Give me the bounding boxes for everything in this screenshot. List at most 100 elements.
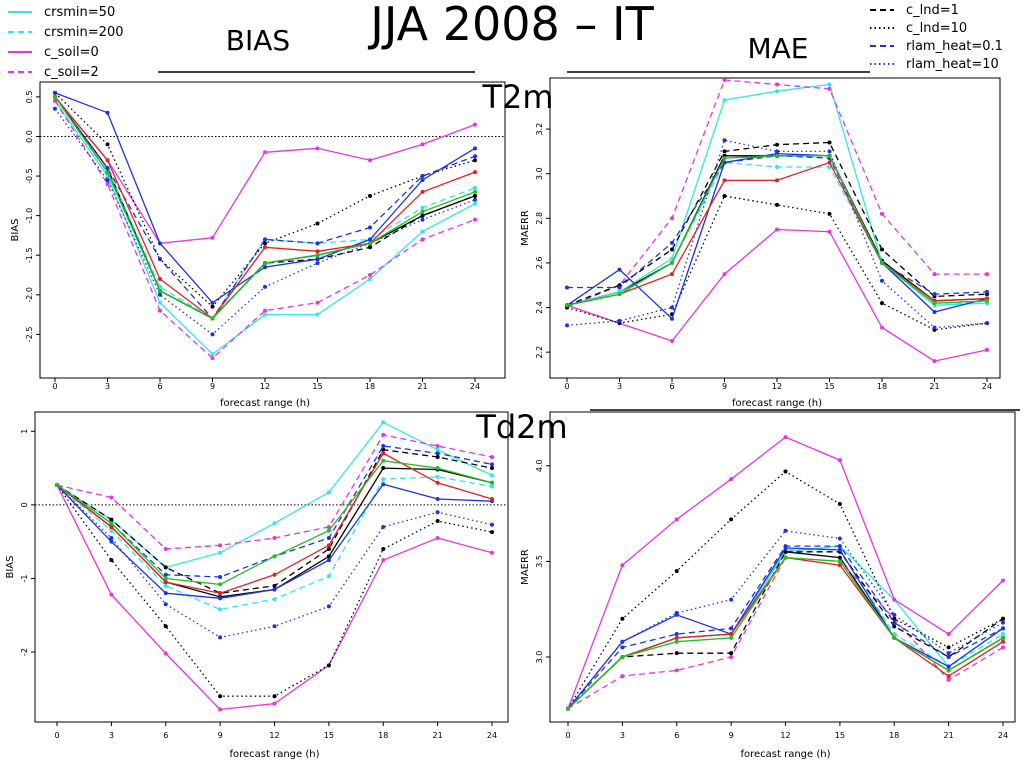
data-point xyxy=(674,651,679,656)
data-point xyxy=(381,466,386,471)
data-point xyxy=(827,82,832,87)
x-tick-label: 15 xyxy=(824,382,834,391)
x-tick-label: 6 xyxy=(674,731,679,740)
data-point xyxy=(105,170,110,175)
x-tick-label: 9 xyxy=(722,382,727,391)
chart-panel: -2 -1 0 1 0 3 6 9 12 15 18 21 24 forecast range (h) BI… xyxy=(5,411,509,760)
data-point xyxy=(315,146,320,151)
data-point xyxy=(565,303,569,308)
data-point xyxy=(946,651,951,656)
y-tick-label: -1.0 xyxy=(25,208,34,224)
data-point xyxy=(109,521,114,526)
data-point xyxy=(315,312,320,317)
data-point xyxy=(163,624,168,629)
y-tick-label: 2.6 xyxy=(535,257,544,270)
chart-panel: 0.5 0.0 -0.5 -1.0 -1.5 -2.0 -2.5 0 3 6 9 12 15 18 21 24… xyxy=(10,81,506,409)
data-point xyxy=(272,521,277,526)
data-point xyxy=(315,253,320,258)
data-point xyxy=(827,160,832,165)
data-point xyxy=(263,312,267,317)
data-point xyxy=(620,563,625,568)
x-tick-label: 6 xyxy=(157,382,162,391)
x-tick-label: 21 xyxy=(944,731,954,740)
chart-panel: 2.2 2.4 2.6 2.8 3.0 3.2 0 3 6 9 12 15 18 21 24 forecast… xyxy=(520,77,1001,409)
data-point xyxy=(381,420,386,425)
series-line xyxy=(567,547,1004,710)
data-point xyxy=(674,635,679,640)
data-point xyxy=(315,257,320,262)
series-line xyxy=(567,470,1004,709)
data-point xyxy=(490,480,494,485)
plot-frame xyxy=(39,81,506,379)
legend-label: c_lnd=1 xyxy=(906,3,959,18)
y-tick-label: 3.2 xyxy=(535,123,544,136)
data-point xyxy=(381,482,386,487)
data-point xyxy=(775,202,779,207)
data-point xyxy=(163,576,168,581)
data-point xyxy=(880,260,884,265)
data-point xyxy=(435,474,440,479)
data-point xyxy=(163,602,168,607)
data-point xyxy=(729,626,734,631)
data-point xyxy=(783,528,788,533)
data-point xyxy=(272,554,277,559)
data-point xyxy=(218,635,223,640)
data-point xyxy=(420,189,425,194)
data-point xyxy=(368,237,372,242)
data-point xyxy=(490,550,494,555)
data-point xyxy=(674,632,679,637)
data-point xyxy=(473,197,477,202)
data-point xyxy=(109,495,114,500)
data-point xyxy=(729,632,734,637)
x-tick-label: 15 xyxy=(835,731,845,740)
y-tick-label: 2.2 xyxy=(535,346,544,359)
data-point xyxy=(105,142,110,147)
series-line xyxy=(566,79,987,309)
y-tick-label: -2.0 xyxy=(25,287,34,303)
data-point xyxy=(722,98,727,103)
data-point xyxy=(775,153,779,158)
data-point xyxy=(674,517,679,522)
series-line xyxy=(567,549,1004,710)
data-point xyxy=(263,241,267,246)
data-point xyxy=(880,278,884,283)
x-axis-label: forecast range (h) xyxy=(229,749,319,760)
y-tick-label: 2.8 xyxy=(535,212,544,225)
y-tick-label: 0 xyxy=(20,502,29,507)
data-point xyxy=(565,323,569,328)
data-point xyxy=(435,466,440,471)
data-point xyxy=(435,510,440,515)
x-tick-label: 18 xyxy=(889,731,899,740)
data-point xyxy=(435,519,440,524)
legend-label: crsmin=200 xyxy=(44,25,124,40)
data-point xyxy=(163,651,168,656)
x-tick-label: 9 xyxy=(729,731,734,740)
y-axis-label: BIAS xyxy=(10,219,21,242)
y-tick-label: 2.4 xyxy=(535,301,544,314)
y-tick-label: 0.0 xyxy=(25,130,34,143)
data-point xyxy=(381,432,386,437)
data-point xyxy=(158,288,162,293)
legend-label: c_soil=2 xyxy=(44,65,99,80)
x-tick-label: 21 xyxy=(417,382,427,391)
data-point xyxy=(326,543,331,548)
data-point xyxy=(326,574,331,579)
data-point xyxy=(490,522,494,527)
data-point xyxy=(722,156,727,161)
data-point xyxy=(1001,616,1005,621)
x-tick-label: 3 xyxy=(105,382,110,391)
data-point xyxy=(1001,645,1005,650)
x-tick-label: 21 xyxy=(929,382,939,391)
series-line xyxy=(56,483,493,599)
x-tick-label: 24 xyxy=(998,731,1008,740)
series-line xyxy=(567,556,1004,710)
data-point xyxy=(326,554,331,559)
data-point xyxy=(381,547,386,552)
data-point xyxy=(837,555,842,560)
data-point xyxy=(892,624,897,629)
data-point xyxy=(827,86,832,91)
x-tick-label: 21 xyxy=(433,731,443,740)
data-point xyxy=(783,469,788,474)
data-point xyxy=(368,245,372,250)
x-tick-label: 0 xyxy=(564,382,569,391)
